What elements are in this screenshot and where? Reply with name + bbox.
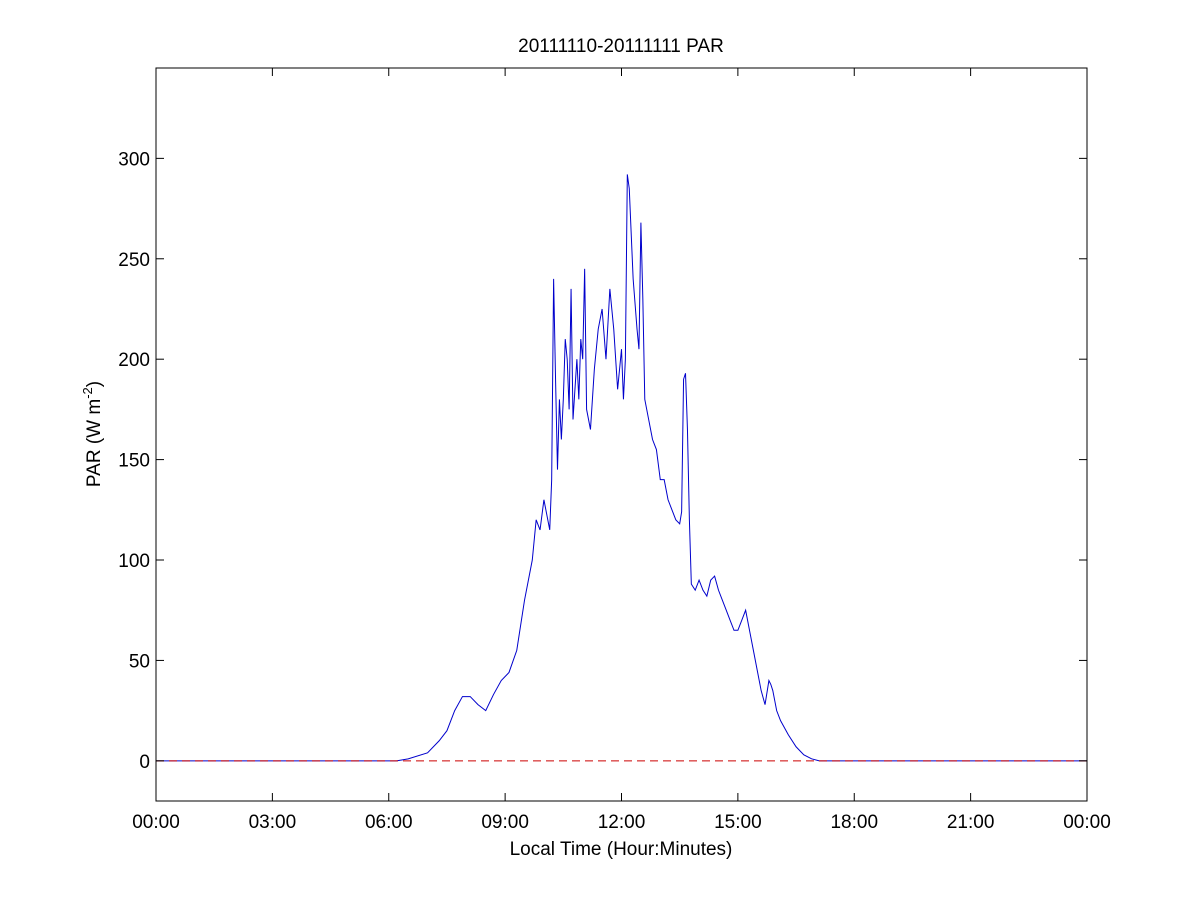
y-tick-label: 300 — [118, 149, 150, 170]
x-tick-label: 00:00 — [132, 812, 180, 833]
series-layer — [156, 174, 1087, 762]
y-tick-label: 150 — [118, 451, 150, 472]
y-axis-label-suffix: ) — [84, 381, 105, 387]
x-tick-label: 03:00 — [249, 812, 297, 833]
par-series-line — [156, 174, 1087, 762]
y-tick-label: 0 — [139, 752, 150, 773]
x-tick-label: 12:00 — [598, 812, 646, 833]
chart-title: 20111110-20111111 PAR — [518, 36, 724, 57]
y-tick-label: 100 — [118, 551, 150, 572]
y-tick-label: 250 — [118, 250, 150, 271]
x-tick-label: 00:00 — [1063, 812, 1111, 833]
x-tick-label: 06:00 — [365, 812, 413, 833]
x-tick-label: 15:00 — [714, 812, 762, 833]
plot-background — [156, 68, 1087, 801]
y-tick-label: 200 — [118, 350, 150, 371]
x-tick-label: 18:00 — [830, 812, 878, 833]
x-tick-label: 21:00 — [947, 812, 995, 833]
x-tick-label: 09:00 — [481, 812, 529, 833]
x-axis-label: Local Time (Hour:Minutes) — [510, 839, 733, 860]
y-tick-label: 50 — [129, 651, 150, 672]
tick-layer: 00:00 03:00 06:00 09:00 12:00 15:00 18:00 21:00… — [118, 68, 1111, 833]
y-axis-label: PAR (W m-2) — [80, 381, 105, 487]
y-axis-label-main: PAR (W m — [84, 399, 105, 487]
y-axis-label-superscript: -2 — [80, 387, 95, 399]
